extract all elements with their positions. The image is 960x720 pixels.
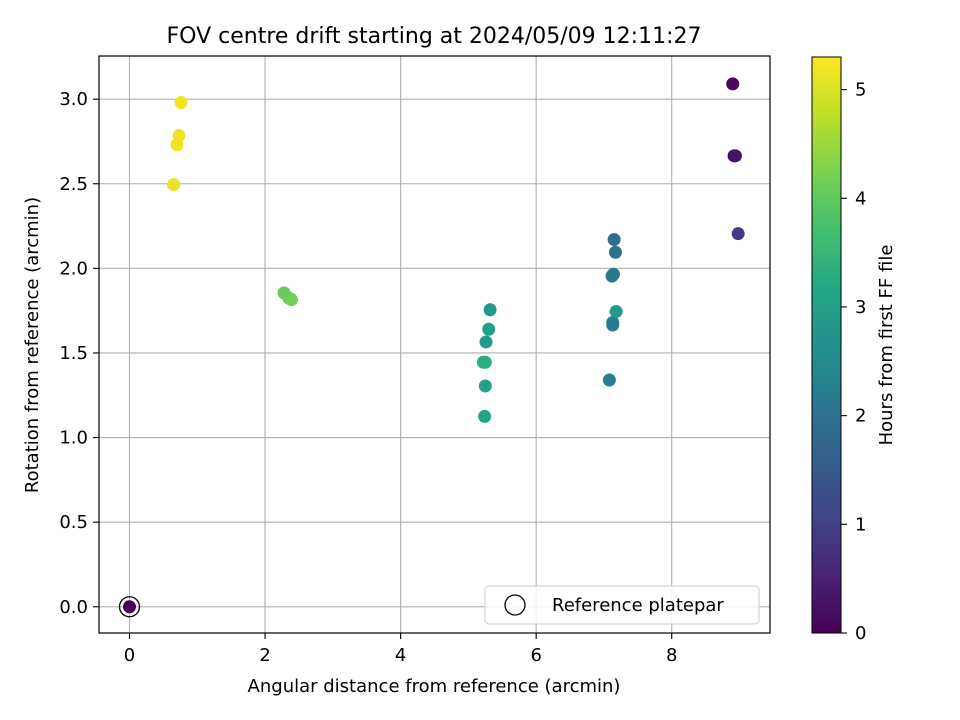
legend: Reference platepar <box>484 585 760 625</box>
grid <box>99 56 770 633</box>
data-point <box>482 322 496 336</box>
data-point <box>479 335 493 349</box>
reference-point <box>123 600 136 614</box>
y-tick-label: 1.5 <box>59 343 88 364</box>
x-axis-ticks: 0 2 4 6 8 <box>124 633 677 666</box>
y-tick-label: 2.5 <box>59 174 88 195</box>
data-point <box>478 355 492 369</box>
y-axis-label: Rotation from reference (arcmin) <box>22 197 43 493</box>
y-axis-ticks: 0.0 0.5 1.0 1.5 2.0 2.5 3.0 <box>59 89 99 618</box>
reference-platepar-marker <box>118 596 141 618</box>
colorbar-tick-label: 3 <box>855 297 866 318</box>
data-points <box>118 77 745 618</box>
colorbar-tick-label: 5 <box>855 80 866 101</box>
data-point <box>728 149 742 163</box>
colorbar-ticks: 0 1 2 3 4 5 <box>841 80 866 644</box>
chart-title: FOV centre drift starting at 2024/05/09 … <box>167 24 702 49</box>
data-point <box>478 409 492 423</box>
x-tick-label: 2 <box>259 645 270 666</box>
data-point <box>609 305 623 319</box>
x-tick-label: 0 <box>124 645 135 666</box>
legend-box <box>484 585 760 625</box>
plot-area-frame <box>98 55 771 634</box>
x-tick-label: 8 <box>666 645 677 666</box>
data-point <box>607 233 621 247</box>
legend-marker-reference <box>504 594 526 616</box>
y-tick-label: 0.0 <box>59 597 88 618</box>
data-point <box>726 77 740 91</box>
colorbar: 0 1 2 3 4 5 Hours from first FF file <box>811 56 897 644</box>
y-tick-label: 0.5 <box>59 512 88 533</box>
data-point <box>284 293 298 307</box>
data-point <box>167 178 181 192</box>
legend-entry-reference: Reference platepar <box>552 595 724 616</box>
data-point <box>602 373 616 387</box>
data-point <box>483 303 497 317</box>
data-point <box>478 379 492 393</box>
data-point <box>608 245 622 259</box>
colorbar-tick-label: 0 <box>855 623 866 644</box>
colorbar-tick-label: 2 <box>855 406 866 427</box>
colorbar-label: Hours from first FF file <box>876 245 897 446</box>
x-tick-label: 6 <box>530 645 541 666</box>
x-axis-label: Angular distance from reference (arcmin) <box>248 676 621 697</box>
colorbar-tick-label: 4 <box>855 188 866 209</box>
y-tick-label: 2.0 <box>59 258 88 279</box>
x-tick-label: 4 <box>395 645 406 666</box>
colorbar-gradient <box>811 56 842 634</box>
data-point <box>605 269 619 283</box>
data-point <box>172 129 186 143</box>
y-tick-label: 1.0 <box>59 428 88 449</box>
data-point <box>731 227 745 241</box>
data-point <box>606 318 620 332</box>
colorbar-tick-label: 1 <box>855 514 866 535</box>
data-point <box>174 96 188 110</box>
y-tick-label: 3.0 <box>59 89 88 110</box>
